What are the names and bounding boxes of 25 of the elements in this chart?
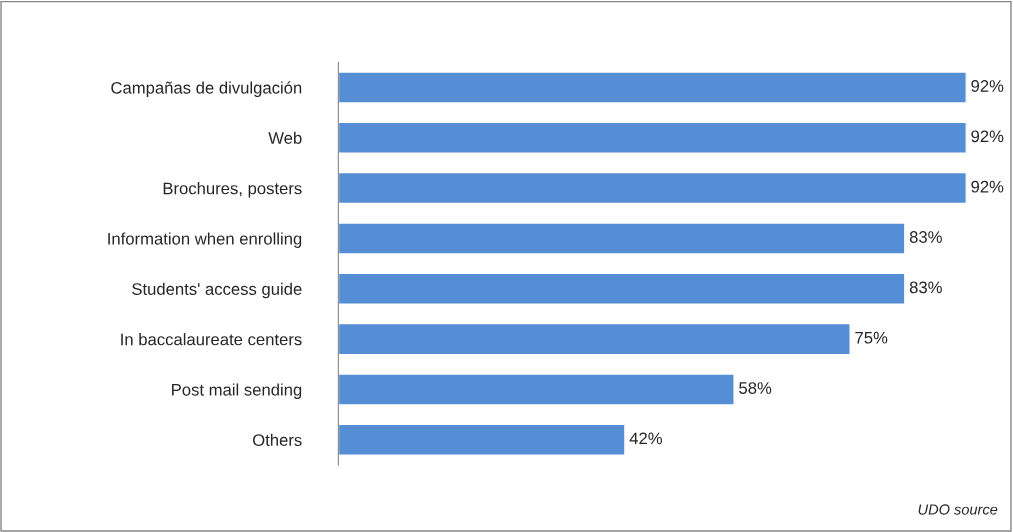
- bar: [338, 171, 967, 205]
- data-label: 58%: [739, 382, 772, 394]
- data-label: 42%: [629, 432, 662, 445]
- bar: [338, 121, 967, 155]
- y-tick-label: Others: [253, 433, 302, 446]
- bar: [338, 221, 906, 255]
- data-label: 92%: [971, 80, 1004, 92]
- bar: [338, 272, 906, 306]
- y-tick-label: Web: [268, 131, 302, 144]
- y-tick-label: Information when enrolling: [108, 232, 302, 248]
- y-tick-label: Post mail sending: [172, 383, 302, 399]
- bar: [338, 70, 967, 104]
- data-label: 92%: [971, 180, 1004, 193]
- bar: [338, 322, 852, 356]
- bar: [338, 373, 736, 406]
- data-label: 83%: [909, 281, 942, 294]
- y-tick-label: Students' access guide: [132, 282, 302, 299]
- data-label: 83%: [909, 231, 942, 243]
- y-tick-label: Campañas de divulgación: [111, 81, 302, 98]
- data-label: 75%: [855, 331, 888, 344]
- y-tick-label: In baccalaureate centers: [121, 333, 302, 346]
- text: UDO source: [918, 504, 998, 515]
- y-tick-label: Brochures, posters: [163, 182, 302, 198]
- bar: [338, 423, 626, 457]
- data-label: 92%: [971, 130, 1004, 143]
